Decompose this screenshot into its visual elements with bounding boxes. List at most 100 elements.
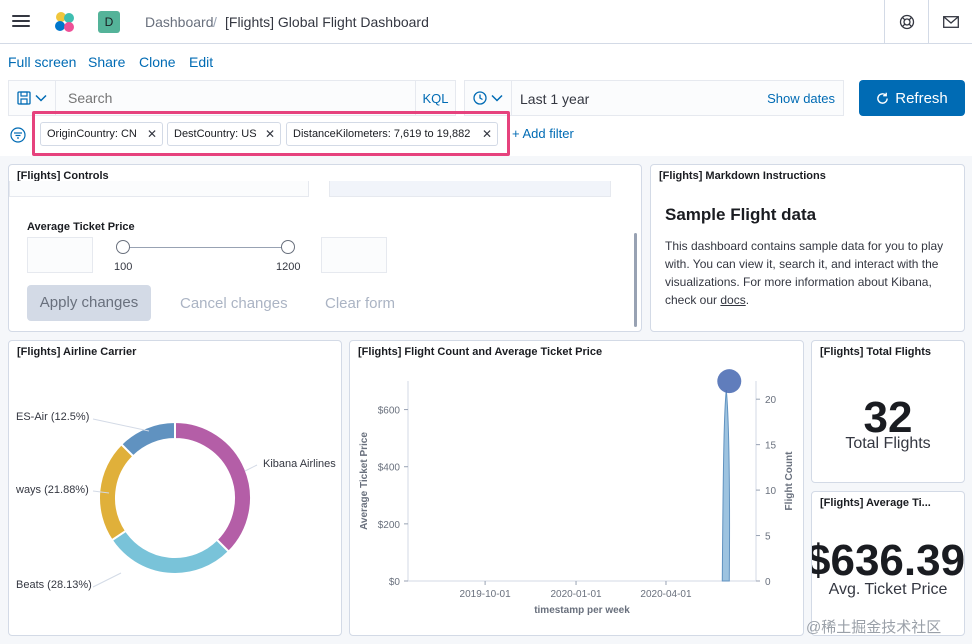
controls-panel: [Flights] Controls Average Ticket Price … <box>8 164 642 332</box>
avg-ticket-price-label: Avg. Ticket Price <box>828 581 948 598</box>
flight-count-area[interactable] <box>721 390 731 582</box>
slider-max-label: 1200 <box>276 261 301 273</box>
pie-leader-line <box>244 464 258 472</box>
space-avatar[interactable]: D <box>98 11 120 33</box>
query-bar: KQL Last 1 year Show dates Refresh <box>0 80 972 116</box>
edit-link[interactable]: Edit <box>189 54 214 70</box>
y2-tick-label: 10 <box>765 486 777 497</box>
panel-title: [Flights] Airline Carrier <box>17 346 137 358</box>
total-flights-panel: [Flights] Total Flights 32 Total Flights <box>811 340 965 483</box>
quick-date-menu-button[interactable] <box>464 80 512 116</box>
control-field-partial[interactable] <box>9 181 309 197</box>
y-tick-label: $600 <box>378 406 401 417</box>
y-tick-label: $0 <box>389 577 401 588</box>
markdown-body: This dashboard contains sample data for … <box>665 237 955 309</box>
save-icon <box>17 91 31 105</box>
dashboard-actions: Full screen Share Clone Edit <box>0 44 972 80</box>
filter-pill-label: OriginCountry: CN <box>47 128 137 140</box>
slider-min-label: 100 <box>114 261 133 273</box>
slider-max-handle[interactable] <box>281 240 295 254</box>
help-lifebuoy-icon <box>899 14 914 30</box>
filter-menu-icon[interactable] <box>10 127 26 143</box>
pie-leader-line <box>92 572 122 588</box>
avg-ticket-price-panel: [Flights] Average Ti... $636.39 Avg. Tic… <box>811 491 965 636</box>
clock-icon <box>473 91 487 105</box>
elastic-logo-icon[interactable] <box>52 9 78 35</box>
newsfeed-button[interactable] <box>928 0 972 44</box>
pie-slice-logstash-airways[interactable] <box>98 442 135 542</box>
query-language-toggle[interactable]: KQL <box>416 80 456 116</box>
pie-label-es-air: ES-Air (12.5%) <box>16 411 90 423</box>
breadcrumb-current: [Flights] Global Flight Dashboard <box>225 14 429 30</box>
pie-label-airways: ways (21.88%) <box>16 484 89 496</box>
breadcrumb-dashboard[interactable]: Dashboard <box>145 14 214 30</box>
pie-leader-line <box>92 490 110 494</box>
chevron-down-icon <box>491 94 503 102</box>
help-button[interactable] <box>884 0 928 44</box>
breadcrumb-separator: / <box>213 14 217 30</box>
chevron-down-icon <box>35 94 47 102</box>
search-input[interactable] <box>56 80 416 116</box>
x-tick-label: 2019-10-01 <box>460 589 512 600</box>
filter-highlight-box <box>32 111 510 156</box>
x-tick-label: 2020-01-01 <box>550 589 602 600</box>
total-flights-value: 32 <box>863 393 913 442</box>
filter-pill-dest-country[interactable]: DestCountry: US ✕ <box>167 122 281 146</box>
remove-filter-icon[interactable]: ✕ <box>146 127 157 141</box>
date-picker: Last 1 year Show dates <box>512 80 844 116</box>
x-axis-title: timestamp per week <box>534 605 630 616</box>
refresh-icon <box>877 92 889 104</box>
menu-icon[interactable] <box>10 12 32 32</box>
flight-count-chart[interactable]: $0 $200 $400 $600 0 5 10 15 20 2019-10-01 2020-01-… <box>350 341 804 636</box>
markdown-text-end: . <box>745 293 750 307</box>
watermark-text: @稀土掘金技术社区 <box>806 619 942 636</box>
panel-title: [Flights] Total Flights <box>820 346 931 358</box>
airline-carrier-panel: [Flights] Airline Carrier ES-Air (12.5%)… <box>8 340 342 636</box>
panel-title: [Flights] Markdown Instructions <box>659 170 826 182</box>
slider-track[interactable] <box>123 247 289 248</box>
pie-slice-kibana-airlines[interactable] <box>174 420 252 554</box>
filter-pill-distance[interactable]: DistanceKilometers: 7,619 to 19,882 ✕ <box>286 122 498 146</box>
apply-changes-button[interactable]: Apply changes <box>27 285 151 321</box>
share-link[interactable]: Share <box>88 54 126 70</box>
remove-filter-icon[interactable]: ✕ <box>264 127 275 141</box>
remove-filter-icon[interactable]: ✕ <box>481 127 492 141</box>
filter-pill-label: DistanceKilometers: 7,619 to 19,882 <box>293 128 471 140</box>
panel-title: [Flights] Flight Count and Average Ticke… <box>358 346 603 358</box>
panel-title: [Flights] Controls <box>17 170 109 182</box>
control-field-partial[interactable] <box>329 181 611 197</box>
clear-form-button[interactable]: Clear form <box>325 295 396 312</box>
y-tick-label: $400 <box>378 463 401 474</box>
min-price-input[interactable] <box>27 237 93 273</box>
refresh-label: Refresh <box>895 89 948 107</box>
avg-price-point[interactable] <box>717 369 742 394</box>
add-filter-link[interactable]: + Add filter <box>512 126 574 141</box>
full-screen-link[interactable]: Full screen <box>8 54 77 70</box>
clone-link[interactable]: Clone <box>139 54 176 70</box>
slider-min-handle[interactable] <box>116 240 130 254</box>
airline-donut-chart[interactable] <box>9 341 342 636</box>
y2-tick-label: 5 <box>765 532 771 543</box>
top-bar: D Dashboard / [Flights] Global Flight Da… <box>0 0 972 44</box>
show-dates-link[interactable]: Show dates <box>767 91 835 106</box>
markdown-panel: [Flights] Markdown Instructions Sample F… <box>650 164 965 332</box>
pie-leader-line <box>92 418 150 432</box>
markdown-heading: Sample Flight data <box>665 205 817 224</box>
slider-label: Average Ticket Price <box>27 221 135 233</box>
x-tick-label: 2020-04-01 <box>640 589 692 600</box>
cancel-changes-button[interactable]: Cancel changes <box>180 295 288 312</box>
date-range-value[interactable]: Last 1 year <box>520 91 590 107</box>
panel-scrollbar[interactable] <box>634 233 637 327</box>
pie-slice-jetbeats[interactable] <box>110 529 231 575</box>
y2-tick-label: 20 <box>765 395 777 406</box>
filter-pill-label: DestCountry: US <box>174 128 257 140</box>
y-axis-title: Average Ticket Price <box>359 432 370 530</box>
y2-tick-label: 0 <box>765 577 771 588</box>
total-flights-label: Total Flights <box>845 435 931 452</box>
max-price-input[interactable] <box>321 237 387 273</box>
pie-label-kibana-airlines: Kibana Airlines <box>263 458 336 470</box>
filter-pill-origin-country[interactable]: OriginCountry: CN ✕ <box>40 122 163 146</box>
refresh-button[interactable]: Refresh <box>859 80 965 116</box>
docs-link[interactable]: docs <box>720 293 746 307</box>
markdown-text: This dashboard contains sample data for … <box>665 239 944 307</box>
